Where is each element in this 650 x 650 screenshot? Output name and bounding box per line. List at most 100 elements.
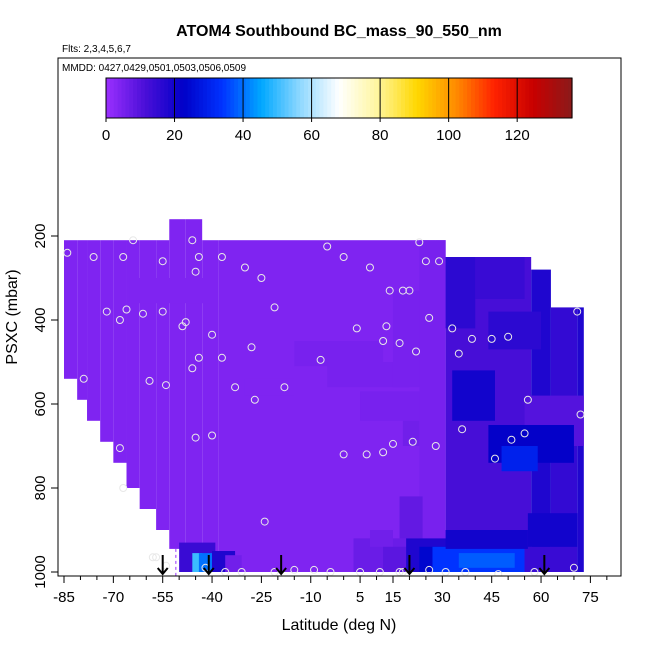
- colorbar-segment: [529, 78, 534, 118]
- colorbar-segment: [276, 78, 282, 118]
- x-tick-label: -40: [201, 589, 223, 606]
- x-tick-label: -70: [103, 589, 125, 606]
- heatmap-patch: [488, 311, 542, 350]
- colorbar-segment: [540, 78, 546, 118]
- sample-point: [388, 439, 397, 448]
- colorbar-segment: [428, 78, 433, 118]
- colorbar-segment: [339, 78, 344, 118]
- colorbar-segment: [175, 78, 181, 118]
- colorbar-segment: [245, 78, 251, 118]
- sample-point: [395, 339, 404, 348]
- y-tick-label: 800: [32, 475, 49, 500]
- colorbar-segment: [140, 78, 146, 118]
- colorbar-segment: [300, 78, 305, 118]
- colorbar: 0 20 40 60 80 100 120: [102, 77, 573, 144]
- sample-point: [145, 376, 154, 385]
- colorbar-segment: [416, 78, 422, 118]
- sample-point: [158, 257, 167, 266]
- down-arrow-icon: [202, 555, 215, 576]
- colorbar-segment: [307, 78, 313, 118]
- heatmap-column: [139, 240, 157, 509]
- colorbar-tick-label: 100: [436, 127, 461, 144]
- sample-point: [569, 563, 578, 572]
- sample-point: [191, 267, 200, 276]
- colorbar-segment: [358, 78, 363, 118]
- colorbar-segment: [436, 78, 441, 118]
- colorbar-segment: [385, 78, 391, 118]
- colorbar-segment: [463, 78, 468, 118]
- colorbar-segment: [168, 78, 173, 118]
- colorbar-segment: [234, 78, 239, 118]
- sample-point: [257, 274, 266, 282]
- y-tick-label: 1000: [32, 555, 49, 588]
- down-arrow-icon: [538, 555, 551, 576]
- colorbar-segment: [261, 78, 266, 118]
- heatmap-patch: [392, 290, 420, 388]
- heatmap-patch: [225, 555, 242, 572]
- heatmap-patch: [475, 257, 525, 299]
- colorbar-segment: [405, 78, 410, 118]
- colorbar-segment: [249, 78, 255, 118]
- sample-point: [63, 248, 72, 257]
- colorbar-segment: [443, 78, 449, 118]
- colorbar-tick-label: 80: [372, 127, 389, 144]
- heatmap-column: [64, 240, 78, 379]
- colorbar-segment: [478, 78, 484, 118]
- colorbar-segment: [350, 78, 356, 118]
- sample-point: [119, 484, 128, 492]
- sample-point: [208, 431, 217, 440]
- colorbar-segment: [226, 78, 231, 118]
- sample-point: [339, 253, 348, 261]
- colorbar-segment: [214, 78, 220, 118]
- sample-point: [379, 337, 388, 345]
- sample-point: [217, 353, 226, 362]
- colorbar-segment: [117, 78, 123, 118]
- sample-point: [487, 334, 496, 343]
- sample-point: [362, 450, 371, 459]
- colorbar-segment: [288, 78, 293, 118]
- colorbar-segment: [125, 78, 130, 118]
- sample-point: [290, 565, 299, 574]
- colorbar-segment: [342, 78, 348, 118]
- flight-markers: [156, 555, 551, 576]
- sample-point: [573, 307, 582, 316]
- x-tick-label: 75: [582, 589, 599, 606]
- sample-point: [490, 454, 499, 463]
- sample-point: [191, 433, 200, 442]
- heatmap-column: [126, 240, 140, 488]
- colorbar-segment: [133, 78, 138, 118]
- x-tick-label: -10: [300, 589, 322, 606]
- colorbar-segment: [109, 78, 115, 118]
- x-tick-label: -25: [251, 589, 273, 606]
- sample-point: [188, 364, 197, 373]
- x-tick-label: -55: [152, 589, 174, 606]
- colorbar-segment: [327, 78, 332, 118]
- sample-point: [365, 263, 374, 272]
- sample-point: [435, 257, 444, 266]
- colorbar-segment: [513, 78, 519, 118]
- colorbar-segment: [455, 78, 460, 118]
- colorbar-segment: [490, 78, 495, 118]
- colorbar-segment: [183, 78, 189, 118]
- heatmap-patch: [524, 546, 578, 572]
- colorbar-segment: [187, 78, 193, 118]
- colorbar-segment: [432, 78, 437, 118]
- sample-point: [467, 334, 476, 343]
- sample-point: [425, 565, 434, 574]
- down-arrow-icon: [156, 555, 169, 576]
- y-axis: 200 400 600 800 1000: [32, 223, 58, 589]
- sample-point: [152, 553, 161, 562]
- colorbar-segment: [199, 78, 204, 118]
- colorbar-segment: [521, 78, 526, 118]
- sample-point: [79, 374, 88, 383]
- heatmap-patch: [445, 530, 528, 549]
- colorbar-segment: [412, 78, 418, 118]
- heatmap-column: [113, 240, 127, 463]
- colorbar-segment: [210, 78, 216, 118]
- sample-point: [89, 253, 98, 261]
- colorbar-segment: [156, 78, 161, 118]
- sample-point: [421, 257, 430, 266]
- colorbar-segment: [203, 78, 208, 118]
- colorbar-segment: [389, 78, 394, 118]
- heatmap-patch: [452, 370, 495, 421]
